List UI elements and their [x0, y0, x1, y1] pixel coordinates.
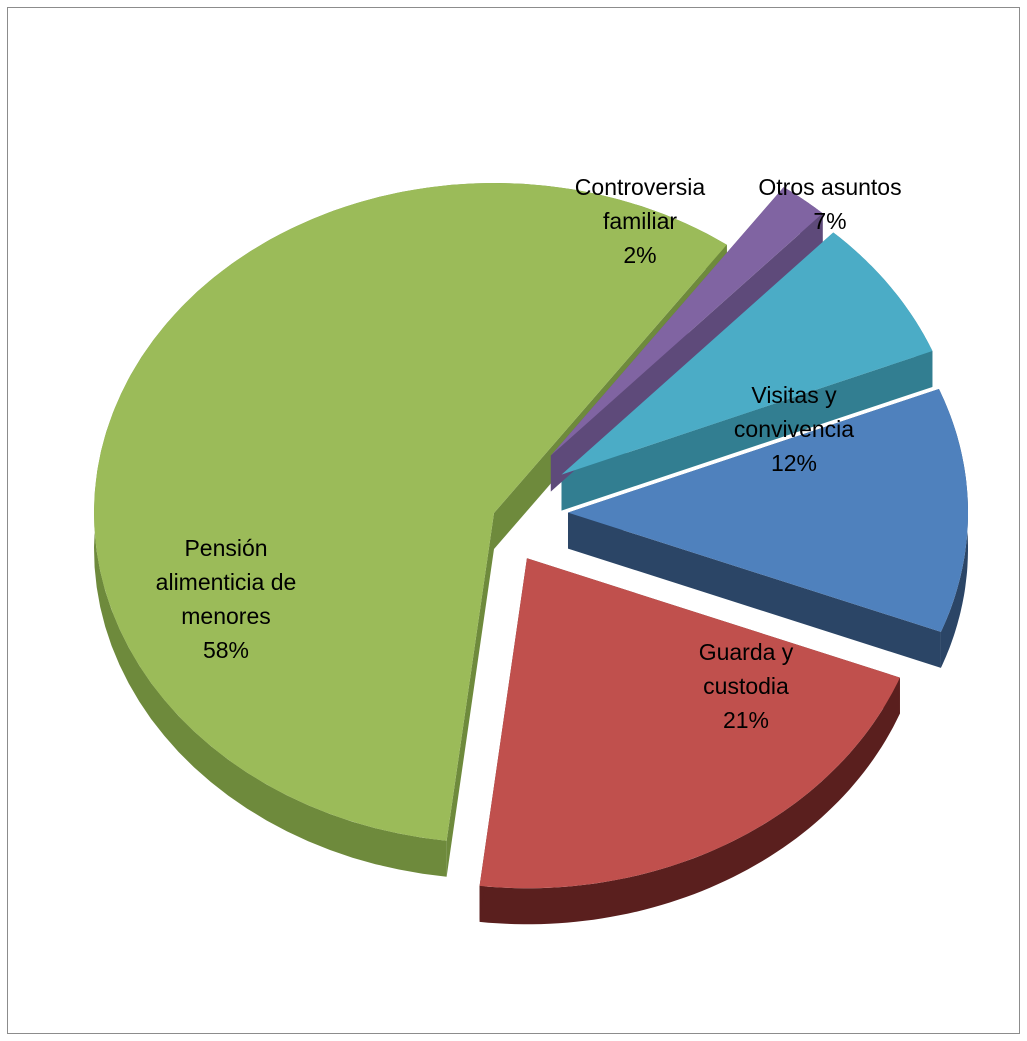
- pie-slice-2: [567, 389, 968, 632]
- data-label-line: Visitas y: [751, 382, 837, 408]
- data-label-3: Otros asuntos 7%: [758, 174, 901, 234]
- pie-wall-0-0: [446, 513, 494, 877]
- pie-wall-4-1: [550, 213, 823, 492]
- data-label-2: Visitas y convivencia 12%: [734, 382, 854, 476]
- pie-slice-4: [550, 187, 823, 456]
- pie-chart: Pensión alimenticia de menores 58% Guarda y c…: [94, 174, 968, 925]
- data-label-0: Pensión alimenticia de menores 58%: [156, 535, 297, 663]
- data-label-percent: 21%: [723, 707, 769, 733]
- data-label-line: Guarda y: [699, 639, 794, 665]
- data-label-percent: 58%: [203, 637, 249, 663]
- pie-wall-2-1: [567, 512, 941, 668]
- data-label-line: Otros asuntos: [758, 174, 901, 200]
- data-label-line: custodia: [703, 673, 789, 699]
- data-label-line: convivencia: [734, 416, 854, 442]
- pie-wall-3-1: [561, 350, 933, 511]
- pie-slice-0: [94, 183, 727, 841]
- data-label-line: Controversia: [575, 174, 706, 200]
- pie-slice-1: [479, 558, 900, 889]
- data-label-1: Guarda y custodia 21%: [699, 639, 794, 733]
- data-label-percent: 2%: [623, 242, 656, 268]
- data-label-percent: 7%: [813, 208, 846, 234]
- pie-slices: [94, 183, 968, 889]
- data-label-line: alimenticia de: [156, 569, 297, 595]
- data-label-4: Controversia familiar 2%: [575, 174, 706, 268]
- data-label-line: menores: [181, 603, 270, 629]
- chart-frame: Pensión alimenticia de menores 58% Guarda y c…: [7, 7, 1020, 1034]
- data-label-line: familiar: [603, 208, 677, 234]
- data-label-percent: 12%: [771, 450, 817, 476]
- pie-slice-3: [561, 232, 933, 475]
- pie-side-1: [479, 677, 900, 925]
- data-label-line: Pensión: [184, 535, 267, 561]
- pie-data-labels: Pensión alimenticia de menores 58% Guarda y c…: [156, 174, 902, 733]
